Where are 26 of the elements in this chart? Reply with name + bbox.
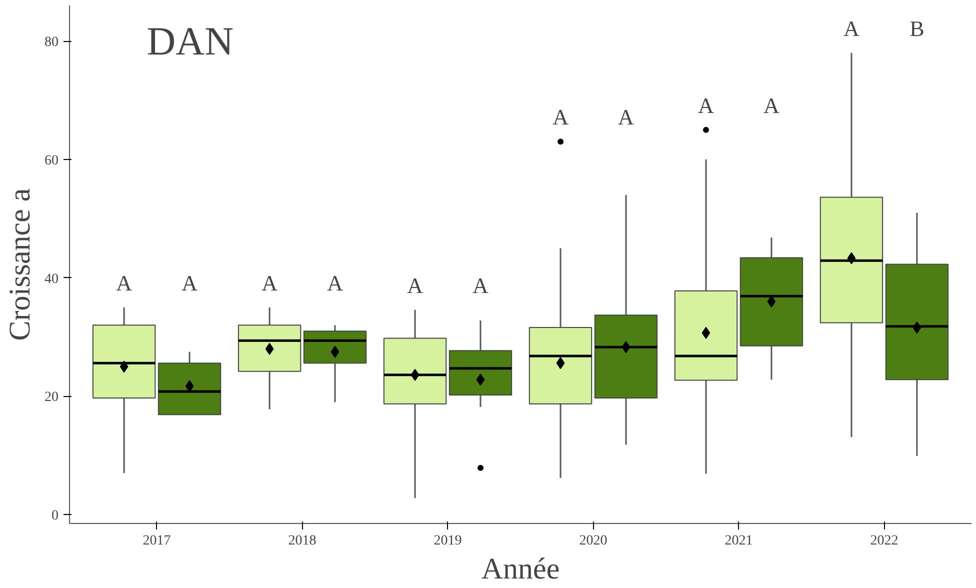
x-tick-label: 2019 (434, 534, 462, 548)
y-tick-label: 80 (44, 35, 58, 50)
annotation: A (552, 104, 569, 130)
x-axis-title: Année (481, 552, 560, 586)
x-tick-label: 2018 (288, 534, 316, 548)
x-tick-label: 2017 (142, 534, 171, 548)
annotation: A (618, 104, 634, 130)
annotation: A (472, 272, 489, 298)
annotation: A (182, 270, 198, 296)
annotation: A (407, 272, 424, 298)
x-tick-label: 2020 (579, 534, 608, 548)
y-tick-label: 40 (44, 272, 58, 287)
annotation: A (844, 16, 860, 41)
y-axis-title: Croissance a (4, 188, 36, 341)
y-tick-label: 60 (44, 153, 58, 168)
annotation: A (764, 92, 780, 118)
annotation: A (327, 270, 344, 296)
annotation: A (116, 270, 132, 296)
y-tick-label: 0 (52, 508, 58, 524)
annotation: DAN (146, 18, 234, 64)
y-tick-label: 20 (44, 390, 58, 406)
annotation: A (698, 92, 714, 118)
x-tick-label: 2022 (870, 534, 898, 548)
annotation: B (910, 16, 924, 41)
annotation: A (262, 270, 278, 296)
x-tick-label: 2021 (724, 534, 753, 548)
